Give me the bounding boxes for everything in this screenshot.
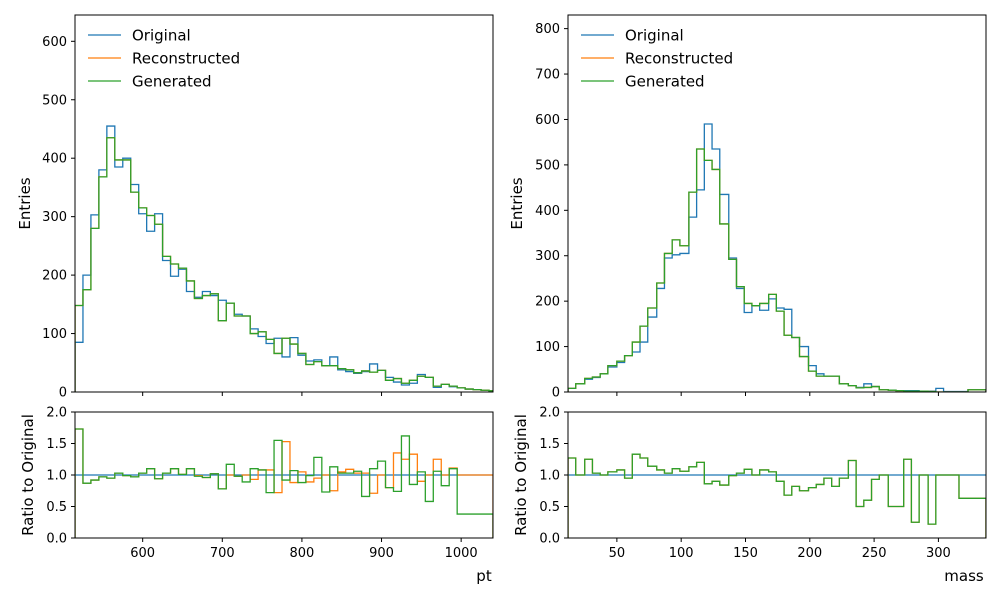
legend-label-reconstructed: Reconstructed: [625, 50, 733, 68]
plot-area: [568, 123, 986, 392]
x-tick-label: 150: [733, 546, 758, 561]
legend: Original Reconstructed Generated: [88, 27, 240, 91]
series-generated-line: [568, 148, 986, 392]
x-tick-label: 250: [862, 546, 887, 561]
series-original-line: [75, 125, 493, 392]
series-reconstructed-line: [75, 428, 493, 538]
series-generated-line: [568, 453, 986, 538]
x-tick-label: 300: [926, 546, 951, 561]
panel-1: 0 100 200 300 400 500 600 700 800 Entries Original…: [508, 14, 987, 401]
panel-0: 0 100 200 300 400 500 600 Entries Original Recons…: [16, 14, 494, 401]
x-tick-label: 900: [369, 546, 394, 561]
y-tick-label: 200: [535, 295, 560, 310]
legend: Original Reconstructed Generated: [581, 27, 733, 91]
y-tick-label: 0.5: [539, 500, 560, 515]
series-reconstructed-line: [75, 137, 493, 392]
legend-label-generated: Generated: [625, 73, 705, 91]
y-tick-label: 300: [42, 210, 67, 225]
y-tick-label: 1.5: [46, 437, 67, 452]
y-tick-label: 500: [42, 93, 67, 108]
y-axis-label: Entries: [508, 177, 526, 229]
y-tick-label: 400: [42, 152, 67, 167]
series-original-line: [568, 123, 986, 392]
y-tick-label: 100: [535, 340, 560, 355]
series-reconstructed-line: [568, 453, 986, 538]
y-tick-label: 700: [535, 68, 560, 83]
y-tick-label: 2.0: [539, 406, 560, 421]
y-axis-label: Ratio to Original: [19, 414, 37, 536]
y-tick-label: 500: [535, 158, 560, 173]
axes-frame: [74, 14, 494, 393]
axes-frame: [567, 14, 987, 393]
plot-area: [568, 453, 986, 538]
panel-3: 50 100 150 200 250 300 0.0 0.5 1.0 1.5 2.0 Ratio to…: [512, 406, 987, 585]
legend-label-reconstructed: Reconstructed: [132, 50, 240, 68]
legend-label-generated: Generated: [132, 73, 212, 91]
x-tick-label: 200: [797, 546, 822, 561]
y-tick-label: 400: [535, 204, 560, 219]
plot-area: [75, 428, 493, 538]
y-tick-label: 0.0: [539, 532, 560, 547]
series-generated-line: [75, 137, 493, 392]
series-generated-line: [75, 428, 493, 538]
y-tick-label: 0: [552, 386, 560, 401]
y-tick-label: 0: [59, 386, 67, 401]
x-axis-label: mass: [944, 567, 984, 585]
y-tick-label: 1.0: [539, 469, 560, 484]
y-tick-label: 0.0: [46, 532, 67, 547]
x-axis-label: pt: [476, 567, 492, 585]
x-tick-label: 50: [609, 546, 626, 561]
y-axis-label: Ratio to Original: [512, 414, 530, 536]
y-tick-label: 2.0: [46, 406, 67, 421]
x-tick-label: 100: [669, 546, 694, 561]
x-tick-label: 800: [290, 546, 315, 561]
y-tick-label: 1.0: [46, 469, 67, 484]
legend-label-original: Original: [132, 27, 191, 45]
y-tick-label: 1.5: [539, 437, 560, 452]
x-tick-label: 700: [210, 546, 235, 561]
panel-2: 600 700 800 900 1000 0.0 0.5 1.0 1.5 2.0 Ratio to …: [19, 406, 494, 585]
y-tick-label: 200: [42, 269, 67, 284]
x-tick-label: 600: [130, 546, 155, 561]
y-tick-label: 600: [42, 35, 67, 50]
y-tick-label: 300: [535, 249, 560, 264]
y-tick-label: 600: [535, 113, 560, 128]
y-tick-label: 100: [42, 327, 67, 342]
y-axis-label: Entries: [16, 177, 34, 229]
x-tick-label: 1000: [445, 546, 478, 561]
plot-area: [75, 125, 493, 392]
y-tick-label: 0.5: [46, 500, 67, 515]
y-tick-label: 800: [535, 22, 560, 37]
legend-label-original: Original: [625, 27, 684, 45]
